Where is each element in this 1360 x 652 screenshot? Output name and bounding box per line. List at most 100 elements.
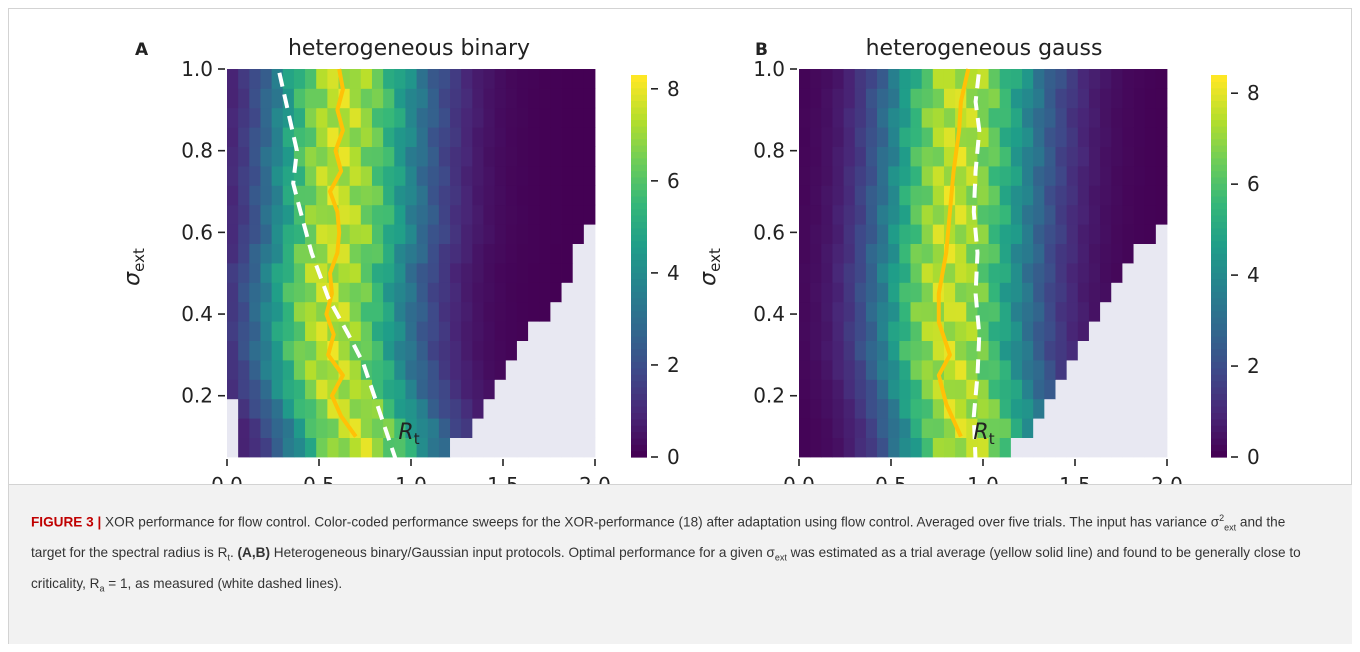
heatmap-cell: [528, 127, 540, 147]
heatmap-cell: [810, 243, 822, 264]
heatmap-cell: [832, 263, 844, 283]
colorbar-segment: [631, 176, 647, 184]
heatmap-cell: [327, 243, 339, 264]
heatmap-cell: [821, 379, 833, 400]
heatmap-cell: [921, 379, 934, 400]
colorbar-segment: [1211, 195, 1227, 203]
heatmap-cell: [888, 69, 900, 89]
heatmap-cell: [561, 360, 574, 380]
heatmap-cell: [360, 204, 373, 225]
heatmap-cell: [1111, 418, 1123, 438]
heatmap-cell: [1111, 107, 1123, 128]
heatmap-cell: [977, 127, 989, 147]
heatmap-cell: [572, 69, 585, 89]
heatmap-cell: [227, 398, 239, 419]
heatmap-cell: [1066, 69, 1079, 89]
heatmap-cell: [999, 185, 1012, 206]
heatmap-cell: [338, 107, 351, 128]
heatmap-cell: [461, 88, 473, 109]
heatmap-cell: [349, 321, 362, 341]
heatmap-cell: [305, 204, 317, 225]
colorbar-segment: [631, 221, 647, 229]
heatmap-cell: [977, 379, 989, 400]
heatmap-cell: [293, 398, 306, 419]
heatmap-cell: [282, 88, 295, 109]
heatmap-cell: [461, 379, 473, 400]
heatmap-cell: [1088, 379, 1101, 400]
heatmap-cell: [394, 146, 406, 167]
heatmap-cell: [260, 379, 272, 400]
heatmap-cell: [854, 243, 867, 264]
heatmap-cell: [271, 282, 284, 303]
heatmap-cell: [371, 185, 384, 206]
heatmap-cell: [1122, 127, 1134, 147]
heatmap-cell: [338, 379, 351, 400]
heatmap-cell: [1055, 146, 1068, 167]
colorbar-segment: [631, 450, 647, 458]
heatmap-cell: [1088, 69, 1101, 89]
colorbar-segment: [1211, 431, 1227, 439]
colorbar-tick-label: 8: [667, 77, 680, 101]
heatmap-cell: [472, 379, 484, 400]
heatmap-cell: [427, 88, 440, 109]
heatmap-cell: [932, 340, 945, 361]
heatmap-cell: [438, 69, 451, 89]
caption-sub: t: [227, 552, 230, 563]
heatmap-cell: [910, 166, 923, 186]
heatmap-cell: [249, 107, 261, 128]
heatmap-cell: [988, 107, 1001, 128]
heatmap-cell: [561, 398, 574, 419]
heatmap-cell: [955, 263, 967, 283]
heatmap-cell: [821, 204, 833, 225]
heatmap-cell: [977, 88, 989, 109]
colorbar-tick-label: 6: [1247, 172, 1260, 196]
heatmap-cell: [528, 418, 540, 438]
heatmap-cell: [1133, 69, 1146, 89]
heatmap-cell: [260, 185, 272, 206]
heatmap-cell: [461, 360, 473, 380]
heatmap-cell: [438, 224, 451, 244]
heatmap-cell: [1044, 418, 1056, 438]
heatmap-cell: [271, 224, 284, 244]
heatmap-cell: [1100, 88, 1112, 109]
heatmap-cell: [1133, 88, 1146, 109]
heatmap-cell: [1033, 224, 1045, 244]
heatmap-cell: [360, 263, 373, 283]
heatmap-cell: [1111, 224, 1123, 244]
heatmap-cell: [516, 88, 529, 109]
heatmap-cell: [371, 224, 384, 244]
colorbar-segment: [1211, 125, 1227, 133]
heatmap-cell: [516, 224, 529, 244]
heatmap-cell: [293, 69, 306, 89]
heatmap-cell: [799, 243, 811, 264]
heatmap-cell: [1100, 360, 1112, 380]
heatmap-cell: [1111, 437, 1123, 458]
heatmap-cell: [1133, 185, 1146, 206]
colorbar-segment: [631, 75, 647, 82]
heatmap-cell: [238, 224, 250, 244]
colorbar-segment: [631, 310, 647, 318]
heatmap-cell: [988, 127, 1001, 147]
heatmap-cell: [528, 398, 540, 419]
heatmap-cell: [921, 88, 934, 109]
heatmap-cell: [427, 340, 440, 361]
heatmap-cell: [1055, 107, 1068, 128]
caption-text: was estimated as a trial average (yellow…: [31, 545, 1301, 591]
heatmap-cell: [461, 263, 473, 283]
heatmap-cell: [821, 127, 833, 147]
heatmap-cell: [550, 224, 562, 244]
heatmap-cell: [293, 185, 306, 206]
heatmap-cell: [550, 340, 562, 361]
heatmap-cell: [349, 107, 362, 128]
heatmap-cell: [810, 379, 822, 400]
heatmap-cell: [539, 340, 551, 361]
heatmap-cell: [843, 263, 856, 283]
heatmap-cell: [821, 437, 833, 458]
heatmap-cell: [1111, 166, 1123, 186]
heatmap-cell: [1155, 146, 1168, 167]
heatmap-cell: [327, 418, 339, 438]
heatmap-cell: [282, 418, 295, 438]
heatmap-cell: [349, 166, 362, 186]
heatmap-cell: [450, 321, 462, 341]
heatmap-cell: [899, 224, 911, 244]
